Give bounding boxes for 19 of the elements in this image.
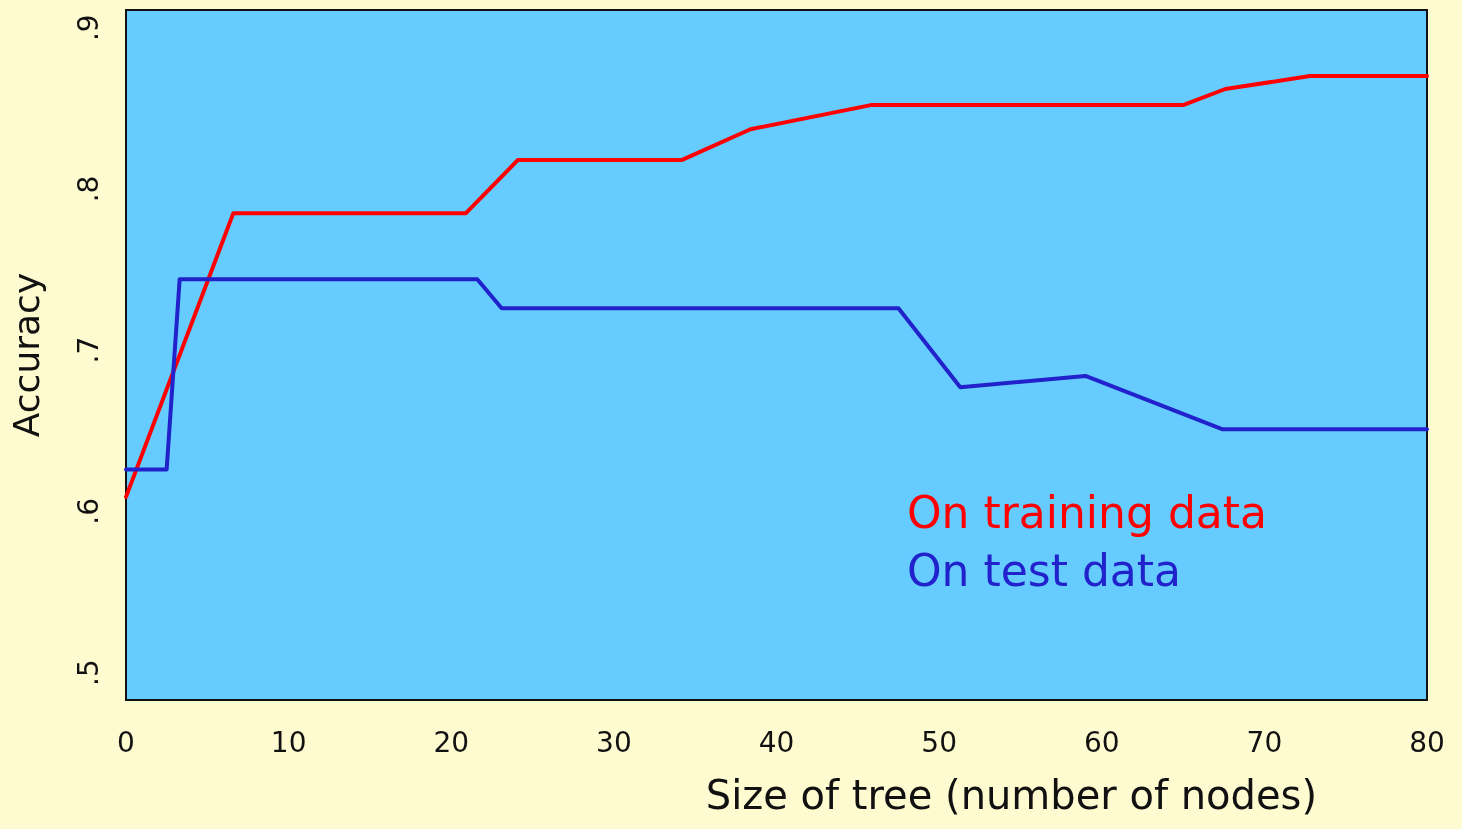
y-tick-label: .7 (71, 336, 105, 364)
text: On training data (906, 486, 1268, 538)
x-tick-label: 60 (1083, 725, 1120, 759)
y-axis-title: Accuracy (5, 272, 47, 438)
x-axis-title: Size of tree (number of nodes) (705, 772, 1317, 818)
x-tick-label: 10 (270, 725, 307, 759)
y-tick-label: .8 (71, 175, 105, 203)
x-tick-label: 20 (433, 725, 470, 759)
x-tick-label: 70 (1246, 725, 1283, 759)
x-tick-label: 80 (1409, 725, 1445, 759)
text: On test data (906, 544, 1182, 596)
y-tick-label: .9 (71, 14, 105, 42)
x-tick-label: 0 (117, 725, 135, 759)
x-tick-label: 30 (596, 725, 632, 759)
y-tick-label: .5 (71, 659, 105, 686)
line-series (124, 277, 1429, 472)
x-tick-label: 40 (758, 725, 795, 759)
y-tick-label: .6 (71, 498, 105, 525)
x-tick-label: 50 (921, 725, 957, 759)
